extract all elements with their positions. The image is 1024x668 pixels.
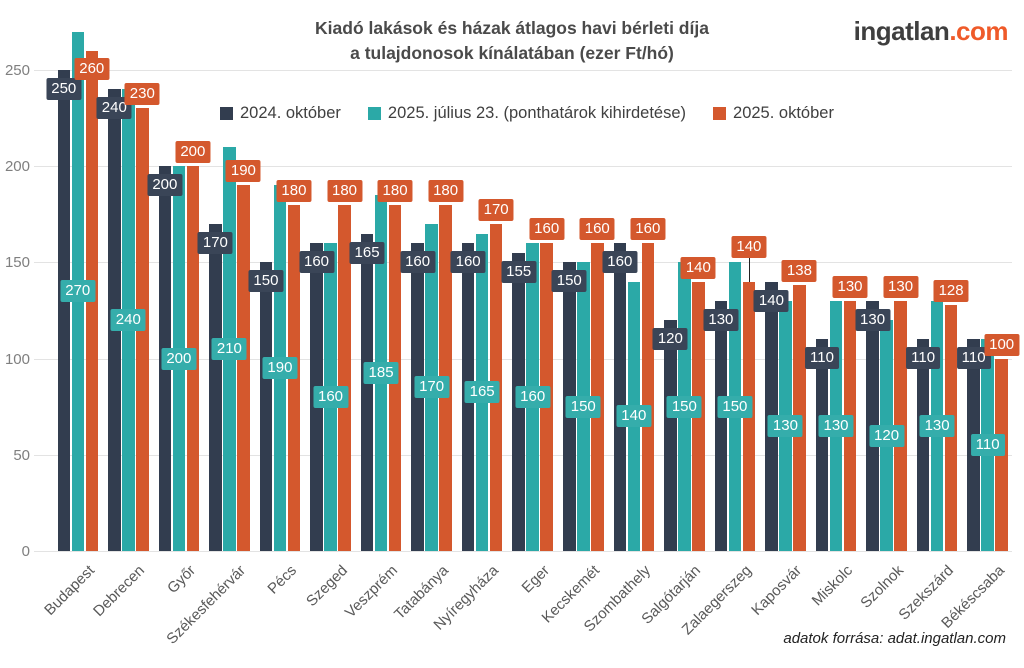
bar-value-label: 240 [96, 97, 132, 120]
y-tick-label: 100 [4, 350, 30, 368]
bar-value-label: 150 [565, 395, 601, 418]
chart-title-line1: Kiadó lakások és házak átlagos havi bérl… [315, 18, 709, 38]
legend-item-2025-oktober: 2025. október [713, 104, 834, 123]
bar-value-label: 160 [529, 218, 565, 241]
bar-value-label: 160 [400, 251, 436, 274]
gridline [34, 551, 1012, 552]
bar-value-label: 190 [262, 357, 298, 380]
bar-value-label: 160 [450, 251, 486, 274]
bar-value-label: 165 [349, 241, 385, 264]
source-note: adatok forrása: adat.ingatlan.com [783, 630, 1006, 647]
bar-value-label: 110 [906, 347, 941, 370]
bar-value-label: 200 [161, 347, 197, 370]
bar-value-label: 130 [919, 414, 955, 437]
legend: 2024. október 2025. július 23. (ponthatá… [220, 104, 834, 123]
gridline [34, 70, 1012, 71]
bar-orange-3 [237, 185, 250, 551]
bar-value-label: 250 [46, 78, 82, 100]
bar-value-label: 180 [326, 179, 363, 202]
bar-value-label: 160 [579, 218, 615, 241]
bar-value-label: 160 [298, 251, 335, 274]
bar-value-label: 160 [312, 386, 349, 409]
bar-value-label: 130 [818, 414, 854, 437]
bar-value-label: 185 [363, 362, 399, 385]
bar-value-label: 260 [74, 57, 110, 80]
bar-dark-4 [259, 262, 273, 551]
gridline [34, 166, 1012, 168]
bar-value-label: 165 [464, 381, 500, 404]
bar-dark-6 [360, 233, 374, 551]
bar-value-label: 130 [703, 308, 739, 331]
bar-value-label: 150 [551, 270, 587, 293]
chart-title-line2: a tulajdonosok kínálatában (ezer Ft/hó) [350, 43, 674, 64]
legend-swatch-teal [367, 107, 381, 120]
bar-value-label: 138 [781, 260, 817, 283]
bar-value-label: 100 [984, 333, 1020, 356]
bar-value-label: 200 [147, 174, 183, 197]
bar-dark-3 [209, 223, 222, 551]
y-tick-label: 50 [13, 446, 30, 464]
bar-value-label: 120 [869, 424, 905, 447]
chart-title: Kiadó lakások és házak átlagos havi bérl… [0, 16, 1024, 67]
y-tick-label: 250 [4, 62, 30, 79]
bar-value-label: 130 [832, 275, 868, 298]
bar-value-label: 110 [805, 347, 839, 370]
bar-value-label: 140 [616, 405, 652, 428]
y-tick-label: 150 [4, 254, 30, 272]
bar-value-label: 140 [753, 289, 789, 312]
bar-value-label: 130 [855, 308, 891, 331]
bar-value-label: 170 [478, 198, 514, 221]
bar-value-label: 270 [60, 280, 96, 303]
bar-dark-15 [815, 339, 829, 551]
bar-value-label: 150 [666, 395, 702, 418]
bar-orange-5 [338, 204, 351, 551]
legend-label: 2025. július 23. (ponthatárok kihirdetés… [387, 104, 687, 122]
legend-item-2025-julius: 2025. július 23. (ponthatárok kihirdetés… [367, 104, 687, 123]
brand-logo-name: ingatlan [853, 16, 950, 46]
bar-value-label: 160 [515, 386, 551, 409]
bar-value-label: 128 [933, 279, 969, 302]
bar-value-label: 160 [630, 218, 666, 241]
bar-value-label: 150 [717, 395, 753, 418]
bar-value-label: 180 [428, 179, 464, 202]
bar-value-label: 160 [602, 251, 638, 274]
label-leader-line [748, 255, 750, 282]
bar-value-label: 200 [175, 141, 211, 164]
bar-value-label: 150 [248, 270, 284, 293]
bar-value-label: 240 [110, 309, 146, 332]
y-tick-label: 200 [4, 158, 30, 176]
bar-value-label: 110 [970, 434, 1005, 457]
bar-orange-11 [641, 243, 655, 551]
bar-value-label: 230 [124, 83, 160, 106]
bar-dark-12 [664, 320, 677, 551]
legend-swatch-orange [713, 107, 727, 120]
bar-value-label: 180 [377, 179, 413, 202]
bar-dark-0 [57, 70, 70, 551]
bar-value-label: 155 [501, 260, 537, 283]
bar-value-label: 170 [414, 376, 450, 399]
bar-value-label: 210 [211, 337, 247, 360]
legend-label: 2024. október [240, 104, 341, 122]
bar-dark-17 [916, 339, 930, 551]
brand-logo: ingatlan.com [853, 16, 1009, 47]
bar-value-label: 190 [225, 160, 261, 183]
brand-logo-tld: .com [949, 16, 1008, 46]
bar-value-label: 130 [767, 414, 803, 437]
bar-value-label: 110 [956, 347, 991, 370]
legend-item-2024-oktober: 2024. október [220, 104, 341, 123]
bar-dark-11 [613, 243, 627, 551]
bar-dark-13 [714, 300, 728, 551]
bar-value-label: 120 [652, 328, 688, 351]
bar-value-label: 180 [276, 179, 312, 202]
bar-value-label: 170 [197, 231, 233, 254]
bar-value-label: 140 [680, 256, 716, 279]
legend-label: 2025. október [733, 104, 834, 122]
legend-swatch-dark [220, 107, 233, 120]
y-tick-label: 0 [21, 543, 30, 560]
bar-value-label: 140 [731, 235, 767, 258]
bar-value-label: 130 [883, 275, 919, 298]
